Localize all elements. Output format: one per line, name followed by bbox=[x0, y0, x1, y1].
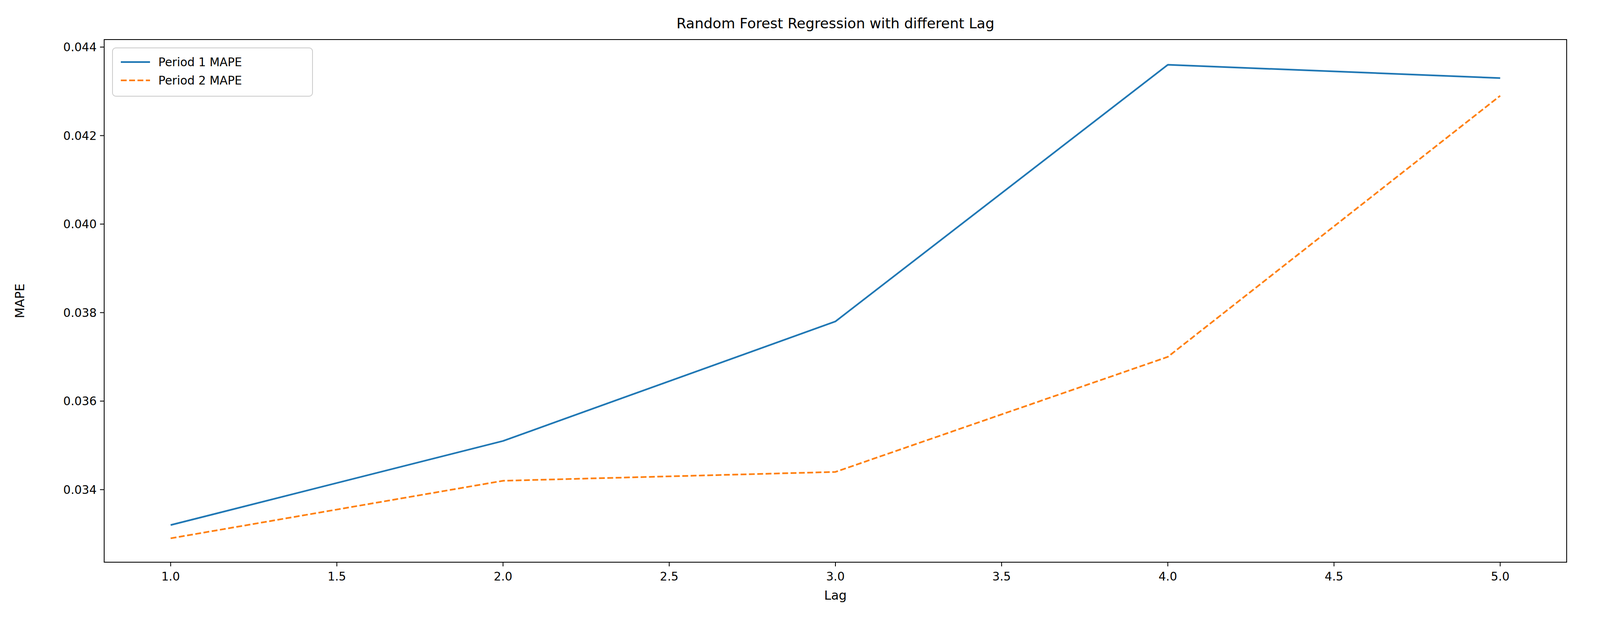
x-tick-label: 3.0 bbox=[826, 570, 845, 584]
y-tick-label: 0.034 bbox=[63, 483, 97, 498]
legend: Period 1 MAPE Period 2 MAPE bbox=[112, 47, 313, 97]
x-tick bbox=[502, 562, 504, 567]
x-tick bbox=[336, 562, 338, 567]
y-tick bbox=[100, 135, 105, 137]
x-tick bbox=[1499, 562, 1501, 567]
y-tick bbox=[100, 400, 105, 402]
y-tick bbox=[100, 489, 105, 491]
chart-root: Random Forest Regression with different … bbox=[0, 0, 1600, 628]
y-tick-label: 0.044 bbox=[63, 40, 97, 55]
x-tick-label: 2.5 bbox=[660, 570, 679, 584]
axes-frame bbox=[104, 39, 1567, 563]
y-tick bbox=[100, 312, 105, 314]
ticks: 1.0 1.5 2.0 2.5 3.0 3.5 4.0 4.5 5.0 0.034 0.036 0.0… bbox=[63, 40, 1510, 584]
x-tick-label: 5.0 bbox=[1490, 570, 1510, 584]
x-tick-label: 3.5 bbox=[992, 570, 1012, 584]
y-tick-label: 0.042 bbox=[63, 129, 97, 143]
x-tick bbox=[1001, 562, 1003, 567]
x-tick bbox=[170, 562, 172, 567]
legend-label: Period 2 MAPE bbox=[158, 73, 243, 88]
x-tick-label: 2.0 bbox=[493, 570, 513, 584]
x-tick bbox=[1167, 562, 1169, 567]
legend-swatch bbox=[120, 79, 150, 82]
legend-label: Period 1 MAPE bbox=[158, 55, 243, 70]
legend-box bbox=[112, 47, 313, 97]
series-line bbox=[170, 95, 1501, 539]
x-tick-label: 1.0 bbox=[161, 570, 180, 584]
y-tick-label: 0.040 bbox=[63, 217, 97, 232]
y-tick-label: 0.036 bbox=[63, 394, 97, 409]
y-tick bbox=[100, 223, 105, 225]
chart-svg: Random Forest Regression with different … bbox=[0, 0, 1600, 628]
y-axis-label: MAPE bbox=[12, 283, 28, 319]
x-tick bbox=[668, 562, 670, 567]
plot-area bbox=[170, 65, 1501, 539]
y-tick-label: 0.038 bbox=[63, 306, 97, 320]
x-tick bbox=[1333, 562, 1335, 567]
x-tick-label: 4.5 bbox=[1324, 570, 1344, 584]
title: Random Forest Regression with different … bbox=[676, 15, 995, 32]
x-axis-label: Lag bbox=[824, 588, 847, 603]
x-tick bbox=[835, 562, 836, 567]
series-line bbox=[170, 65, 1501, 526]
y-tick bbox=[100, 46, 105, 48]
x-tick-label: 4.0 bbox=[1158, 570, 1178, 584]
legend-swatch bbox=[120, 61, 150, 63]
x-tick-label: 1.5 bbox=[327, 570, 347, 584]
